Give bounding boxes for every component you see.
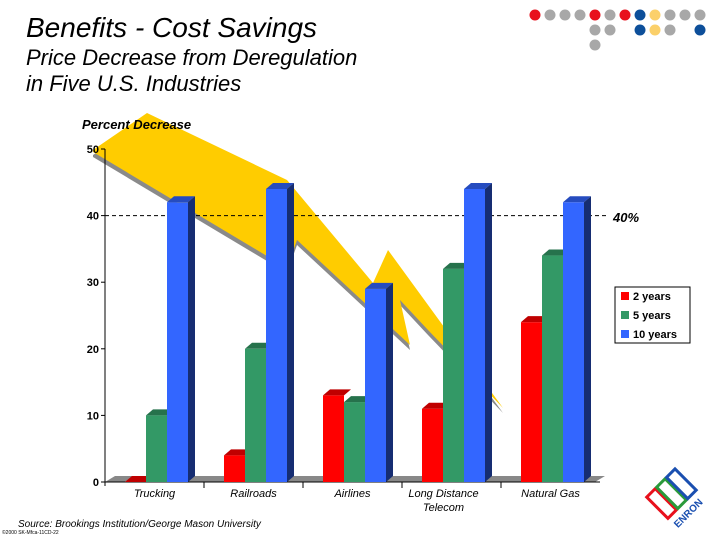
- legend-label: 2 years: [633, 291, 671, 303]
- decor-dot: [589, 39, 601, 51]
- reference-line-label: 40%: [612, 210, 639, 225]
- decor-dot: [604, 24, 616, 36]
- y-tick-label: 40: [87, 211, 99, 223]
- bar: [323, 389, 351, 482]
- y-axis-label: Percent Decrease: [82, 117, 191, 132]
- legend-swatch: [621, 292, 629, 300]
- y-tick-label: 20: [87, 344, 99, 356]
- decor-dot: [634, 24, 646, 36]
- legend-swatch: [621, 330, 629, 338]
- decor-dot: [664, 24, 676, 36]
- decor-dot: [649, 9, 661, 21]
- x-tick-label: Trucking: [134, 488, 176, 500]
- decor-dot: [529, 9, 541, 21]
- bar: [266, 182, 294, 482]
- enron-logo: ENRON: [644, 466, 705, 530]
- slide-code: ©2000 SK-Mfca-11CD-22: [2, 530, 59, 536]
- lightning-bolt: [93, 113, 503, 413]
- y-tick-label: 50: [87, 144, 99, 156]
- x-tick-label: Airlines: [333, 488, 371, 500]
- decor-dot: [664, 9, 676, 21]
- bar: [167, 196, 195, 482]
- svg-text:ENRON: ENRON: [672, 497, 705, 530]
- slide-title: Benefits - Cost Savings: [26, 12, 318, 43]
- x-tick-label: Telecom: [423, 502, 464, 514]
- decor-dot: [559, 9, 571, 21]
- legend-label: 10 years: [633, 329, 677, 341]
- decor-dot: [694, 24, 706, 36]
- decor-dot: [679, 9, 691, 21]
- y-tick-label: 10: [87, 410, 99, 422]
- decor-dot: [619, 9, 631, 21]
- legend-label: 5 years: [633, 310, 671, 322]
- decor-dot: [544, 9, 556, 21]
- bar: [563, 196, 591, 482]
- x-tick-label: Natural Gas: [521, 488, 580, 500]
- decor-dot: [649, 24, 661, 36]
- slide-subtitle: in Five U.S. Industries: [26, 71, 242, 96]
- bar: [365, 282, 393, 482]
- source-note: Source: Brookings Institution/George Mas…: [18, 519, 261, 530]
- y-tick-label: 0: [93, 477, 99, 489]
- y-tick-label: 30: [87, 277, 99, 289]
- decor-dot: [694, 9, 706, 21]
- decorative-dots: [529, 9, 706, 51]
- decor-dot: [589, 9, 601, 21]
- x-tick-label: Long Distance: [408, 488, 478, 500]
- decor-dot: [574, 9, 586, 21]
- slide-subtitle: Price Decrease from Deregulation: [26, 45, 358, 70]
- decor-dot: [604, 9, 616, 21]
- bar: [464, 182, 492, 482]
- decor-dot: [589, 24, 601, 36]
- x-tick-label: Railroads: [230, 488, 277, 500]
- legend: 2 years 5 years 10 years: [614, 286, 691, 344]
- decor-dot: [634, 9, 646, 21]
- legend-swatch: [621, 311, 629, 319]
